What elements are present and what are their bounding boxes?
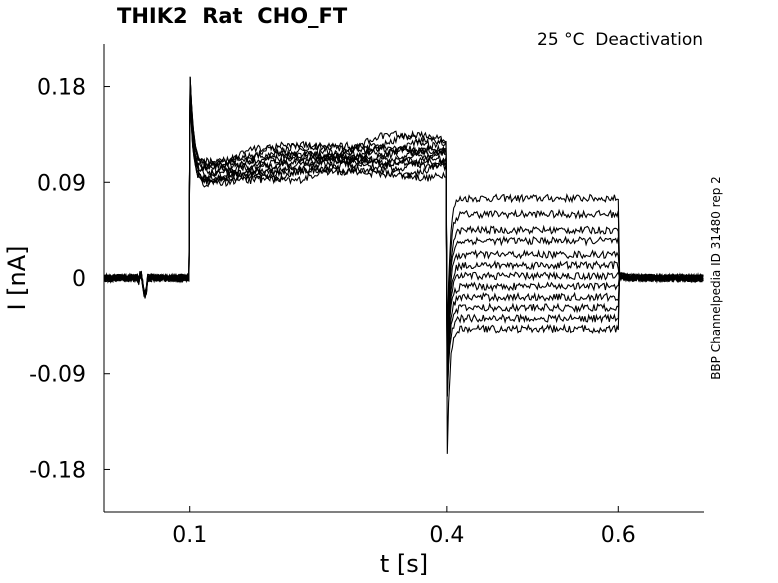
x-tick-label: 0.4	[429, 523, 464, 548]
current-trace	[103, 76, 704, 383]
condition-annotation: 25 °C Deactivation	[537, 30, 703, 50]
current-trace	[103, 80, 704, 351]
chart-title: THIK2 Rat CHO_FT	[117, 4, 348, 28]
y-tick-label: 0.09	[37, 171, 86, 196]
x-tick-label: 0.6	[601, 523, 636, 548]
current-trace	[103, 89, 704, 342]
current-trace	[103, 76, 704, 353]
current-trace	[103, 85, 704, 397]
y-tick-label: 0	[72, 267, 86, 292]
traces	[103, 76, 704, 454]
y-tick-label: -0.18	[29, 458, 86, 483]
current-trace	[103, 76, 704, 386]
current-trace	[103, 84, 704, 362]
current-trace	[103, 95, 704, 371]
y-tick-label: 0.18	[37, 76, 86, 101]
axes: -0.18 -0.09 0 0.09 0.18 0.1 0.4 0.6	[29, 44, 704, 548]
x-tick-label: 0.1	[172, 523, 207, 548]
x-axis-label: t [s]	[379, 550, 429, 578]
current-trace	[103, 95, 704, 454]
y-tick-label: -0.09	[29, 363, 86, 388]
